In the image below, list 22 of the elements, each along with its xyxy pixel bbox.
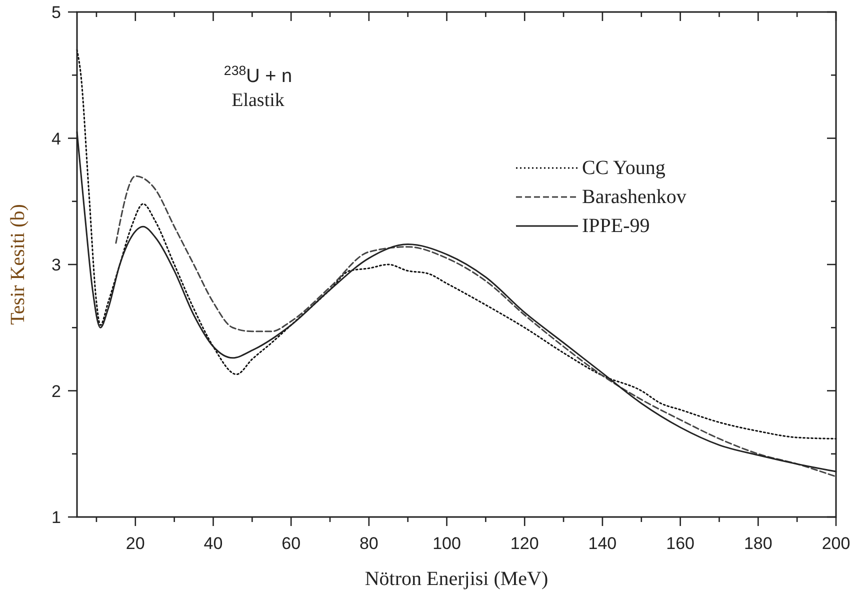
legend-label: CC Young — [582, 157, 666, 179]
x-tick-label: 140 — [588, 534, 617, 553]
y-tick-label: 5 — [52, 3, 61, 22]
x-tick-label: 40 — [204, 534, 223, 553]
x-tick-label: 20 — [126, 534, 145, 553]
x-tick-label: 160 — [666, 534, 694, 553]
y-tick-label: 2 — [52, 382, 61, 401]
y-tick-label: 3 — [52, 256, 61, 274]
x-tick-label: 100 — [432, 534, 461, 553]
legend-label: Barashenkov — [582, 186, 686, 208]
annotation: $^{238}$U + n — [224, 62, 292, 87]
y-axis-title: Tesir Kesiti (b) — [7, 204, 29, 325]
x-tick-label: 180 — [744, 534, 772, 553]
x-tick-label: 200 — [822, 534, 850, 553]
y-tick-label: 1 — [52, 508, 61, 527]
x-tick-label: 60 — [282, 534, 301, 553]
x-tick-label: 80 — [359, 534, 378, 553]
annotation: Elastik — [232, 90, 285, 111]
x-tick-label: 120 — [510, 534, 539, 553]
x-axis-title: Nötron Enerjisi (MeV) — [364, 568, 548, 590]
legend-label: IPPE-99 — [582, 215, 650, 237]
y-tick-label: 4 — [52, 129, 61, 148]
